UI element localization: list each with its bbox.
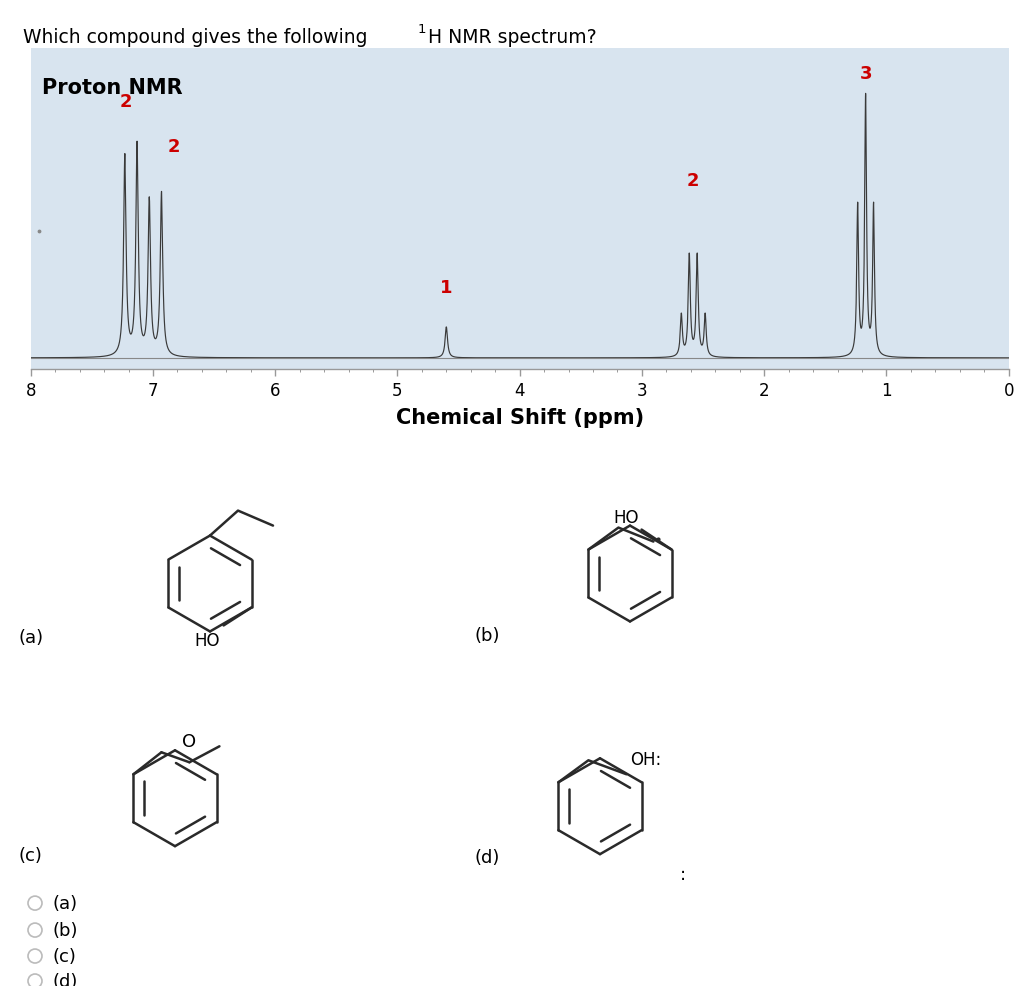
- Text: 1: 1: [440, 279, 453, 297]
- Text: HO: HO: [613, 508, 639, 527]
- X-axis label: Chemical Shift (ppm): Chemical Shift (ppm): [395, 408, 644, 428]
- Text: :: :: [680, 866, 686, 883]
- Text: (d): (d): [475, 848, 501, 867]
- Text: Proton NMR: Proton NMR: [42, 78, 183, 99]
- Text: (d): (d): [53, 972, 79, 986]
- Text: Which compound gives the following: Which compound gives the following: [23, 28, 373, 46]
- Text: 2: 2: [687, 172, 699, 190]
- Text: (b): (b): [475, 627, 501, 645]
- Text: (c): (c): [53, 948, 77, 965]
- Text: (c): (c): [18, 846, 42, 865]
- Text: 1: 1: [418, 23, 426, 35]
- Text: 2: 2: [120, 93, 132, 111]
- Text: HO: HO: [195, 632, 219, 650]
- Text: 2: 2: [168, 138, 180, 156]
- Text: O: O: [182, 733, 197, 750]
- Text: (a): (a): [53, 894, 78, 912]
- Text: H NMR spectrum?: H NMR spectrum?: [428, 28, 597, 46]
- Text: 3: 3: [859, 65, 871, 83]
- Text: (b): (b): [53, 921, 79, 939]
- Text: (a): (a): [18, 629, 43, 647]
- Text: OH:: OH:: [631, 750, 662, 768]
